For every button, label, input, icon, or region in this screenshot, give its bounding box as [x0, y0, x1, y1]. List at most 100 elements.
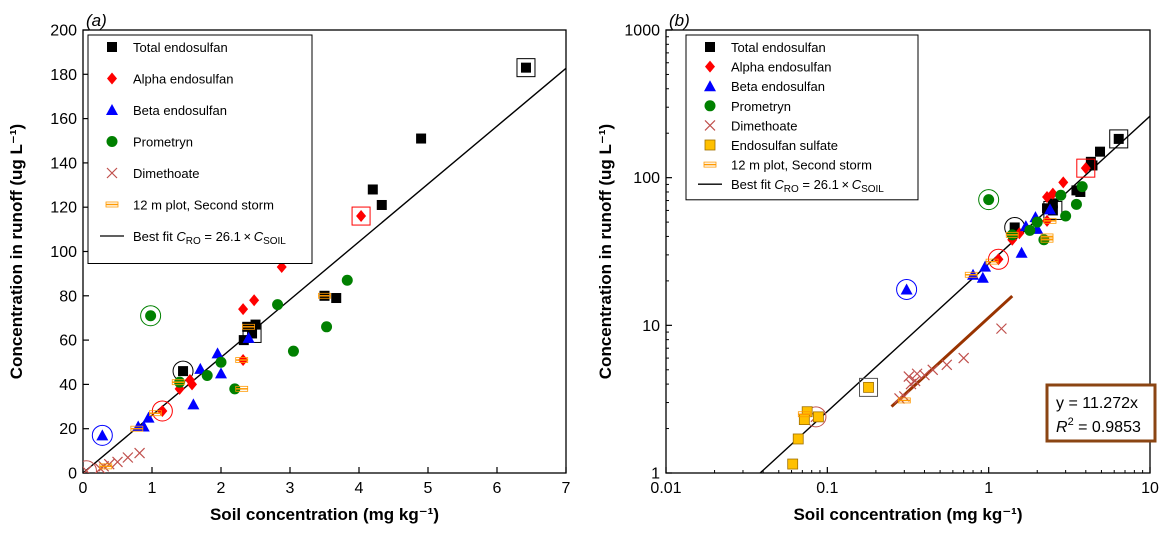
dimethoate-trend-line: [890, 294, 1014, 408]
data-point: [367, 184, 378, 195]
data-point: [287, 345, 299, 357]
data-point: [1055, 189, 1067, 201]
series-beta-endosulfan: [896, 203, 1057, 300]
best-fit-line: [83, 67, 566, 473]
legend-label: Best fit CRO = 26.1 × CSOIL: [731, 177, 884, 195]
legend-label: Alpha endosulfan: [731, 60, 831, 75]
data-point: [130, 425, 144, 432]
series-dimethoate: [805, 323, 1007, 428]
data-point: [99, 463, 113, 470]
y-axis-label: Concentration in runoff (ug L⁻¹): [7, 124, 26, 379]
y-tick-label: 80: [59, 288, 77, 305]
data-point: [1058, 176, 1069, 189]
data-point: [797, 411, 811, 418]
data-point: [1047, 198, 1058, 209]
data-point: [927, 364, 939, 376]
legend-label: Beta endosulfan: [133, 103, 227, 118]
data-point: [1031, 216, 1043, 228]
data-point: [863, 381, 874, 393]
legend-marker: [704, 100, 716, 112]
series-dimethoate: [83, 447, 146, 473]
y-tick-label: 200: [50, 23, 77, 40]
highlight-box: [859, 377, 879, 397]
data-point: [941, 359, 953, 371]
data-point: [149, 410, 162, 417]
data-point: [157, 404, 168, 417]
highlight-ring: [896, 278, 918, 300]
highlight-ring: [91, 424, 113, 446]
x-tick-label: 10: [1141, 480, 1159, 497]
x-tick-label: 1: [148, 480, 157, 497]
data-point: [112, 456, 123, 468]
equation-text: y = 11.272x: [1056, 395, 1138, 412]
data-point: [238, 335, 249, 346]
data-point: [356, 210, 367, 223]
highlight-box: [1109, 129, 1129, 149]
y-tick-label: 1: [651, 466, 660, 483]
highlight-box: [1076, 158, 1096, 178]
data-point: [905, 378, 917, 390]
data-point: [1080, 162, 1091, 175]
data-point: [416, 133, 427, 144]
data-point: [958, 352, 970, 364]
legend-label: Dimethoate: [133, 166, 199, 181]
data-point: [96, 429, 109, 441]
data-point: [1076, 181, 1088, 193]
legend-label: Beta endosulfan: [731, 79, 825, 94]
series-endosulfan-sulfate: [787, 377, 879, 470]
highlight-box: [516, 58, 536, 78]
legend-box: [87, 34, 313, 264]
y-tick-label: 100: [633, 170, 660, 187]
data-point: [171, 379, 185, 386]
plot-area: [759, 115, 1150, 473]
data-point: [145, 310, 157, 322]
panel-b: 0.01 0.1 1 10 1 10 100 1000 Soil concentration (…: [596, 11, 1159, 524]
legend-label: Total endosulfan: [731, 40, 826, 55]
legend-marker: [107, 72, 117, 85]
legend: Total endosulfan Alpha endosulfan Beta end…: [87, 34, 313, 264]
data-point: [201, 370, 213, 382]
data-point: [812, 411, 824, 423]
y-axis-label: Concentration in runoff (ug L⁻¹): [596, 124, 615, 379]
data-point: [1095, 146, 1106, 157]
data-point: [792, 433, 804, 445]
legend-marker: [704, 139, 716, 151]
legend-box: [685, 34, 919, 201]
legend-marker: [106, 104, 118, 115]
y-tick-label: 10: [642, 318, 660, 335]
data-point: [134, 447, 146, 459]
data-point: [318, 292, 331, 299]
data-point: [983, 194, 995, 206]
data-point: [242, 323, 256, 330]
highlight-box: [1043, 200, 1063, 220]
legend-label: Prometryn: [133, 135, 193, 150]
data-point: [1071, 185, 1082, 196]
data-point: [211, 347, 224, 359]
axis-ticks: 0.01 0.1 1 10 1 10 100 1000: [624, 23, 1159, 498]
data-point: [798, 414, 810, 425]
y-tick-label: 120: [50, 200, 77, 217]
data-point: [520, 62, 531, 73]
data-point: [1015, 246, 1028, 258]
legend-label: 12 m plot, Second storm: [133, 198, 274, 213]
data-point: [235, 357, 249, 363]
panel-a: 0 1 2 3 4 5 6 7 0 20 40 60 80 100 120 140 160 180 200 Soil …: [7, 11, 571, 524]
panel-label: (a): [86, 11, 107, 30]
highlight-box: [351, 206, 371, 226]
data-point: [1042, 203, 1053, 214]
data-point: [964, 271, 978, 278]
data-point: [1040, 236, 1054, 243]
x-tick-label: 7: [562, 480, 571, 497]
x-tick-label: 5: [424, 480, 433, 497]
plot-frame: [665, 29, 1151, 474]
data-point: [1070, 198, 1082, 210]
data-point: [272, 299, 284, 311]
data-point: [903, 371, 915, 382]
data-point: [996, 323, 1007, 335]
legend-marker: [107, 42, 117, 52]
legend-marker: [106, 167, 118, 179]
equation-box: y = 11.272x R2 = 0.9853: [1045, 383, 1157, 443]
data-point: [911, 368, 923, 380]
data-point: [194, 362, 207, 374]
